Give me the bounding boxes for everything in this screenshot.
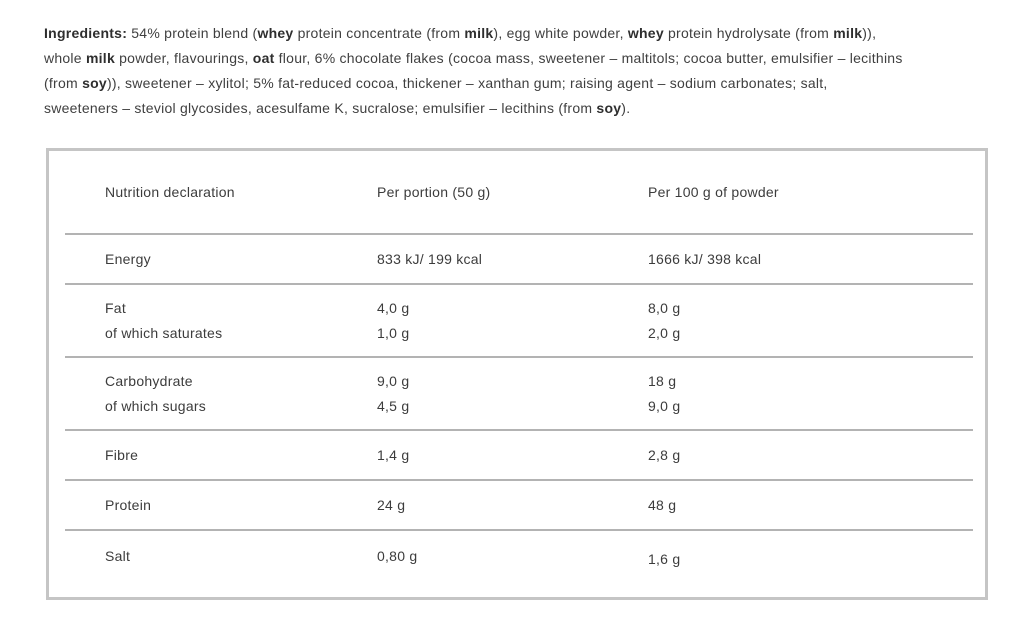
row-divider (65, 356, 973, 358)
nutrient-name-cell: Fat of which saturates (105, 296, 377, 346)
ingredients-text: ), egg white powder, (493, 25, 628, 41)
nutrient-name: Energy (105, 250, 151, 267)
table-row: Fibre 1,4 g 2,8 g (49, 431, 985, 479)
ingredients-text: (from (44, 75, 83, 91)
per-portion-cell: 4,0 g 1,0 g (377, 296, 648, 346)
per-100g-value: 48 g (648, 496, 677, 513)
ingredients-line: whole milk powder, flavourings, oat flou… (44, 46, 1031, 71)
allergen-bold-text: milk (85, 50, 115, 66)
per-100g-cell: 18 g 9,0 g (648, 369, 973, 419)
nutrient-subname: of which sugars (105, 397, 207, 414)
ingredients-line: sweeteners – steviol glycosides, acesulf… (44, 96, 1031, 121)
per-100g-value: 8,0 g (648, 299, 681, 316)
nutrition-table: Nutrition declaration Per portion (50 g)… (46, 148, 988, 600)
header-per-portion: Per portion (50 g) (377, 183, 491, 200)
nutrient-name: Fibre (105, 446, 139, 463)
portion-value: 4,0 g (377, 299, 410, 316)
allergen-bold-text: soy (596, 100, 622, 116)
portion-value: 0,80 g (377, 548, 418, 564)
nutrient-name-cell: Fibre (105, 443, 377, 468)
nutrient-name: Fat (105, 299, 126, 316)
ingredients-text: sweeteners – steviol glycosides, acesulf… (44, 100, 597, 116)
per-portion-cell: 24 g (377, 493, 648, 518)
ingredients-text: powder, flavourings, (114, 50, 253, 66)
table-row: Fat of which saturates 4,0 g 1,0 g 8,0 g 2,0 … (49, 285, 985, 356)
ingredients-text: flour, 6% chocolate flakes (cocoa mass, … (274, 50, 903, 66)
nutrient-name: Salt (105, 548, 131, 564)
portion-subvalue: 4,5 g (377, 397, 410, 414)
per-100g-cell: 1,6 g (648, 547, 973, 572)
row-divider (65, 479, 973, 481)
allergen-bold-text: milk (833, 25, 863, 41)
per-100g-value: 2,8 g (648, 446, 681, 463)
allergen-bold-text: milk (464, 25, 494, 41)
per-portion-cell: 833 kJ/ 199 kcal (377, 247, 648, 272)
header-nutrition-declaration: Nutrition declaration (105, 183, 235, 200)
per-100g-subvalue: 2,0 g (648, 324, 681, 341)
ingredients-paragraph: Ingredients: 54% protein blend (whey pro… (44, 21, 1031, 121)
ingredients-text: ). (621, 100, 631, 116)
nutrient-name-cell: Protein (105, 493, 377, 518)
nutrient-name: Protein (105, 496, 152, 513)
ingredients-line: Ingredients: 54% protein blend (whey pro… (44, 21, 1031, 46)
allergen-bold-text: Ingredients: (44, 25, 128, 41)
per-100g-cell: 48 g (648, 493, 973, 518)
row-divider (65, 529, 973, 531)
portion-value: 24 g (377, 496, 406, 513)
nutrient-name-cell: Salt (105, 544, 377, 569)
row-divider (65, 429, 973, 431)
ingredients-text: )), sweetener – xylitol; 5% fat-reduced … (106, 75, 828, 91)
table-row: Carbohydrate of which sugars 9,0 g 4,5 g 18 … (49, 358, 985, 429)
nutrient-name-cell: Carbohydrate of which sugars (105, 369, 377, 419)
ingredients-text: protein hydrolysate (from (663, 25, 834, 41)
ingredients-text: protein concentrate (from (293, 25, 465, 41)
per-portion-cell: 9,0 g 4,5 g (377, 369, 648, 419)
table-body: Energy 833 kJ/ 199 kcal 1666 kJ/ 398 kcal F… (49, 233, 985, 596)
ingredients-text: 54% protein blend ( (127, 25, 258, 41)
table-row: Energy 833 kJ/ 199 kcal 1666 kJ/ 398 kcal (49, 235, 985, 283)
nutrient-subname: of which saturates (105, 324, 223, 341)
portion-value: 9,0 g (377, 372, 410, 389)
portion-value: 1,4 g (377, 446, 410, 463)
allergen-bold-text: whey (257, 25, 294, 41)
row-divider (65, 233, 973, 235)
per-100g-cell: 8,0 g 2,0 g (648, 296, 973, 346)
per-100g-subvalue: 9,0 g (648, 397, 681, 414)
per-100g-cell: 1666 kJ/ 398 kcal (648, 247, 973, 272)
per-100g-value: 1666 kJ/ 398 kcal (648, 250, 762, 267)
ingredients-line: (from soy)), sweetener – xylitol; 5% fat… (44, 71, 1031, 96)
ingredients-text: whole (44, 50, 86, 66)
allergen-bold-text: whey (627, 25, 664, 41)
portion-value: 833 kJ/ 199 kcal (377, 250, 483, 267)
portion-subvalue: 1,0 g (377, 324, 410, 341)
ingredients-text: )), (862, 25, 877, 41)
nutrient-name-cell: Energy (105, 247, 377, 272)
per-100g-value: 1,6 g (648, 551, 681, 567)
row-divider (65, 283, 973, 285)
per-100g-value: 18 g (648, 372, 677, 389)
header-per-100g: Per 100 g of powder (648, 183, 779, 200)
table-row: Salt 0,80 g 1,6 g (49, 531, 985, 596)
allergen-bold-text: soy (82, 75, 107, 91)
per-portion-cell: 1,4 g (377, 443, 648, 468)
allergen-bold-text: oat (252, 50, 275, 66)
page: Ingredients: 54% protein blend (whey pro… (44, 21, 1031, 600)
per-portion-cell: 0,80 g (377, 544, 648, 569)
table-header-row: Nutrition declaration Per portion (50 g)… (49, 151, 985, 233)
table-row: Protein 24 g 48 g (49, 481, 985, 529)
nutrient-name: Carbohydrate (105, 372, 193, 389)
per-100g-cell: 2,8 g (648, 443, 973, 468)
